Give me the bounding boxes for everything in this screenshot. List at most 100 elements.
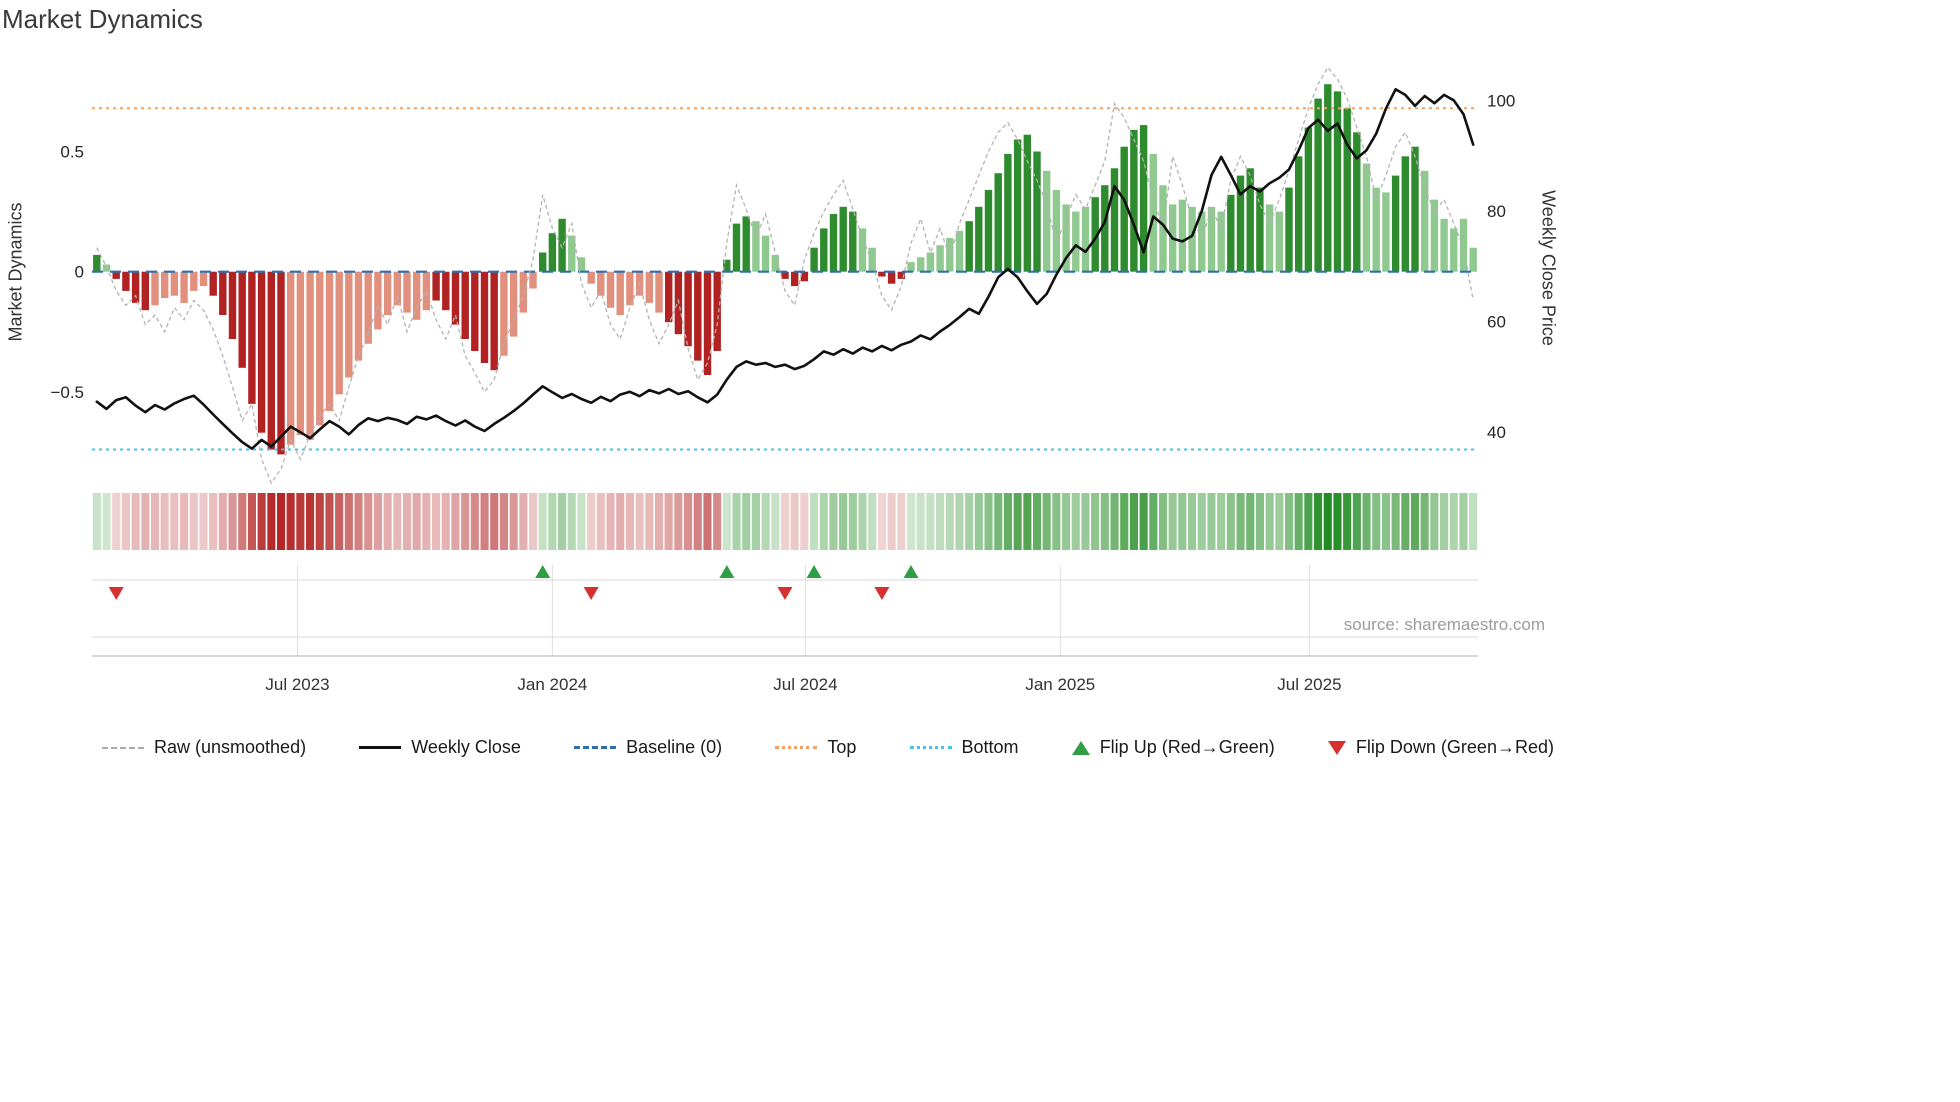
heatmap-cell <box>151 493 160 550</box>
left-tick-label: 0 <box>75 263 84 282</box>
oscillator-bar <box>1091 197 1099 272</box>
oscillator-bars <box>93 84 1477 455</box>
oscillator-bar <box>335 271 343 395</box>
oscillator-bar <box>393 271 401 306</box>
flip-down-marker <box>874 587 890 600</box>
x-tick-labels: Jul 2023 Jan 2024 Jul 2024 Jan 2025 Jul 2025 <box>265 675 1341 694</box>
oscillator-bar <box>858 228 867 272</box>
oscillator-bar <box>1401 156 1409 272</box>
oscillator-bar <box>112 271 120 279</box>
oscillator-bar <box>529 271 537 289</box>
legend-item-top: Top <box>775 737 856 758</box>
heatmap-cell <box>461 493 470 550</box>
heatmap-cell <box>490 493 499 550</box>
legend-label-baseline: Baseline (0) <box>626 737 723 757</box>
x-tick-label: Jul 2024 <box>773 675 837 694</box>
oscillator-bar <box>1023 134 1031 272</box>
heatmap-cell <box>470 493 479 550</box>
heatmap-cell <box>383 493 392 550</box>
heatmap-cell <box>1149 493 1158 550</box>
oscillator-bar <box>1130 129 1138 272</box>
heatmap-cell <box>335 493 344 550</box>
left-tick-label: −0.5 <box>50 383 84 402</box>
oscillator-bar <box>490 271 498 371</box>
oscillator-bar <box>306 271 314 440</box>
heatmap-cell <box>703 493 712 550</box>
heatmap-cell <box>315 493 324 550</box>
oscillator-bar <box>1295 156 1303 272</box>
heatmap-cell <box>722 493 731 550</box>
heatmap-cell <box>606 493 615 550</box>
heatmap-cell <box>907 493 916 550</box>
legend-item-bottom: Bottom <box>909 737 1019 758</box>
oscillator-bar <box>364 271 372 344</box>
heatmap-cell <box>577 493 586 550</box>
oscillator-bar <box>1139 125 1148 272</box>
oscillator-bar <box>665 271 673 323</box>
legend-label-flip-down: Flip Down (Green→Red) <box>1355 737 1554 757</box>
heatmap-cell <box>1420 493 1429 550</box>
oscillator-bar <box>1304 127 1313 272</box>
oscillator-bar <box>878 271 886 277</box>
oscillator-bar <box>703 271 712 375</box>
heatmap-cell <box>684 493 693 550</box>
heatmap-cell <box>267 493 276 550</box>
heatmap-cell <box>1469 493 1478 550</box>
heatmap-cell <box>1285 493 1294 550</box>
oscillator-bar <box>771 254 779 272</box>
oscillator-bar <box>1421 170 1429 272</box>
oscillator-bar <box>1043 170 1051 272</box>
oscillator-bar <box>626 271 634 306</box>
oscillator-bar <box>606 271 615 308</box>
right-tick-label: 60 <box>1487 313 1506 332</box>
oscillator-bar <box>345 271 353 378</box>
oscillator-bar <box>1149 153 1157 272</box>
oscillator-bar <box>1382 192 1390 272</box>
oscillator-bar <box>946 238 954 272</box>
oscillator-bar <box>1353 132 1361 272</box>
heatmap-cell <box>509 493 518 550</box>
oscillator-bar <box>277 271 285 455</box>
heatmap-cell <box>858 493 867 550</box>
raw-line <box>96 66 1474 485</box>
oscillator-bar <box>519 271 527 313</box>
oscillator-bar <box>257 271 266 433</box>
legend-label-bottom: Bottom <box>961 737 1019 757</box>
oscillator-bar <box>267 271 275 450</box>
oscillator-bar <box>1343 108 1351 272</box>
heatmap-cell <box>228 493 237 550</box>
heatmap-cell <box>616 493 625 550</box>
oscillator-bar <box>471 271 479 351</box>
oscillator-bar <box>383 271 392 315</box>
x-tick-label: Jul 2025 <box>1277 675 1341 694</box>
flip-up-marker <box>719 565 735 578</box>
heatmap-cell <box>1207 493 1216 550</box>
oscillator-bar <box>723 259 731 272</box>
legend-item-weekly-close: Weekly Close <box>359 737 521 758</box>
heatmap-cell <box>432 493 441 550</box>
oscillator-bar <box>839 206 847 272</box>
oscillator-bar <box>1265 204 1274 272</box>
heatmap-cell <box>1333 493 1342 550</box>
oscillator-bar <box>713 271 721 351</box>
heatmap-cell <box>945 493 954 550</box>
oscillator-bar <box>820 228 828 272</box>
oscillator-bar <box>413 271 421 320</box>
legend-label-top: Top <box>827 737 857 757</box>
heatmap-cell <box>877 493 886 550</box>
heatmap-cell <box>1304 493 1313 550</box>
left-tick-label: 0.5 <box>60 143 84 162</box>
heatmap-cell <box>441 493 450 550</box>
oscillator-bar <box>926 252 935 272</box>
heatmap-cell <box>810 493 819 550</box>
oscillator-bar <box>568 235 576 272</box>
oscillator-bar <box>761 235 770 272</box>
x-tick-label: Jan 2024 <box>517 675 587 694</box>
heatmap-cell <box>819 493 828 550</box>
oscillator-bar <box>1188 206 1196 272</box>
heatmap-cell <box>887 493 896 550</box>
heatmap-cell <box>984 493 993 550</box>
heatmap-cell <box>781 493 790 550</box>
oscillator-bar <box>209 271 217 296</box>
oscillator-bar <box>1033 151 1041 272</box>
